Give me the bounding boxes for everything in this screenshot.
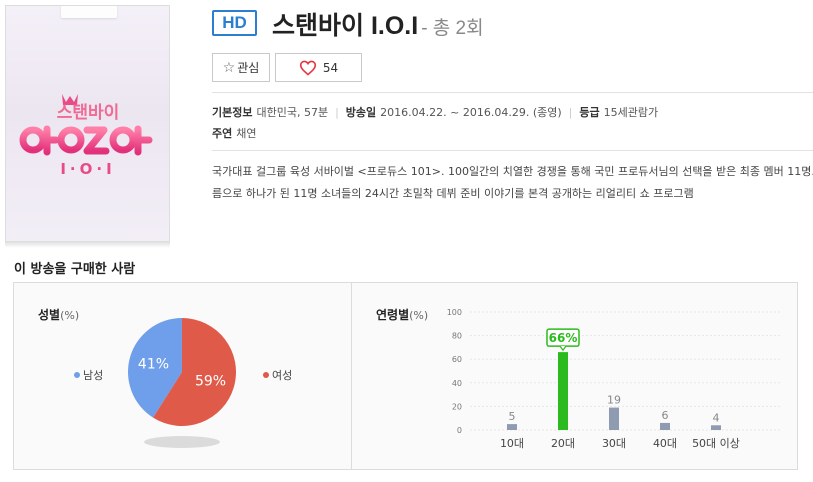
bar-2 [609,407,619,430]
crown-icon [62,94,78,105]
legend-male: 남성 [74,367,103,383]
air-date-value: 2016.04.22. ~ 2016.04.29. (종영) [380,106,562,119]
x-tick-label: 40대 [653,437,677,450]
info-line-cast: 주연 채연 [212,125,257,141]
page-title: 스탠바이 I.O.I - 총 2회 [272,6,484,42]
x-tick-label: 50대 이상 [692,437,740,450]
age-bar-chart: 0 20 40 60 80 100 10대 5 20대 66% 30대 19 40대 6 50대 이상 4 [447,308,780,450]
highlight-callout-pointer [559,345,567,352]
hd-badge: HD [212,10,257,36]
program-description: 국가대표 걸그룹 육성 서바이벌 <프로듀스 101>. 100일간의 치열한 … [212,161,813,205]
bar-1 [558,352,568,430]
y-tick-label: 60 [452,355,462,364]
bar-value-label: 6 [662,409,669,422]
bar-value-label: 19 [607,394,621,407]
bar-0 [507,424,517,430]
pie-shadow [144,436,220,448]
divider [212,92,813,93]
y-tick-label: 80 [452,332,462,341]
x-tick-label: 20대 [551,437,575,450]
poster-logo-bottom: I·O·I [60,160,115,178]
gender-title-text: 성별 [38,308,61,322]
cast-value: 채연 [236,127,257,140]
poster-logo-top: 스탠바이 [57,103,120,123]
separator: | [568,106,573,119]
like-count: 54 [322,60,339,75]
section-title: 이 방송을 구매한 사람 [14,262,136,277]
x-tick-label: 30대 [602,437,626,450]
male-legend-label: 남성 [83,369,104,382]
legend-female: 여성 [263,367,292,383]
poster-logo-mark [19,125,153,156]
rating-label: 등급 [579,106,600,119]
favorite-button[interactable]: ☆ 관심 [212,53,270,82]
bar-3 [660,422,670,430]
gender-title: 성별(%) [38,306,79,323]
bar-value-label: 66% [549,331,578,345]
description-line: 름으로 하나가 된 11명 소녀들의 24시간 초밀착 데뷔 준비 이야기를 본… [212,187,694,200]
y-tick-label: 100 [447,308,462,317]
age-title-text: 연령별 [376,308,410,322]
highlight-callout [546,328,580,347]
gender-title-unit: (%) [60,309,80,322]
like-button[interactable]: 54 [275,53,362,82]
pie-slice-female [153,318,237,426]
pie-value-label: 59% [195,373,226,389]
pie-slice-male [128,318,182,418]
program-title: 스탠바이 I.O.I [272,12,419,40]
female-legend-label: 여성 [272,369,293,382]
x-tick-label: 10대 [500,437,524,450]
age-title: 연령별(%) [376,306,428,323]
poster-logo: 스탠바이 I·O·I [19,94,153,178]
separator: | [335,106,339,119]
star-icon: ☆ [222,59,236,76]
stats-divider [351,282,352,470]
age-title-unit: (%) [409,309,429,322]
rating-value: 15세관람가 [603,106,659,119]
info-line-basic: 기본정보 대한민국, 57분 | 방송일 2016.04.22. ~ 2016.04.2… [212,104,658,120]
basic-info-label: 기본정보 [212,106,253,119]
favorite-label: 관심 [237,61,260,75]
description-line: 국가대표 걸그룹 육성 서바이벌 <프로듀스 101>. 100일간의 치열한 … [212,165,813,178]
cast-label: 주연 [212,127,233,140]
male-legend-dot [74,372,80,378]
poster-shadow [5,242,170,248]
y-tick-label: 0 [457,426,462,435]
bar-value-label: 4 [713,411,720,424]
pie-value-label: 41% [138,357,169,373]
bar-value-label: 5 [509,410,516,423]
episode-count: - 총 2회 [421,18,484,39]
heart-icon [299,60,316,76]
basic-info-value: 대한민국, 57분 [256,106,329,119]
air-date-label: 방송일 [345,106,377,119]
y-tick-label: 40 [452,379,462,388]
poster-tape [61,6,117,18]
y-tick-label: 20 [452,402,462,411]
gender-pie-chart: 41% 59% [128,318,237,448]
program-poster: 스탠바이 I·O·I [5,5,170,242]
divider [212,150,813,151]
bar-4 [711,425,721,430]
female-legend-dot [263,372,269,378]
